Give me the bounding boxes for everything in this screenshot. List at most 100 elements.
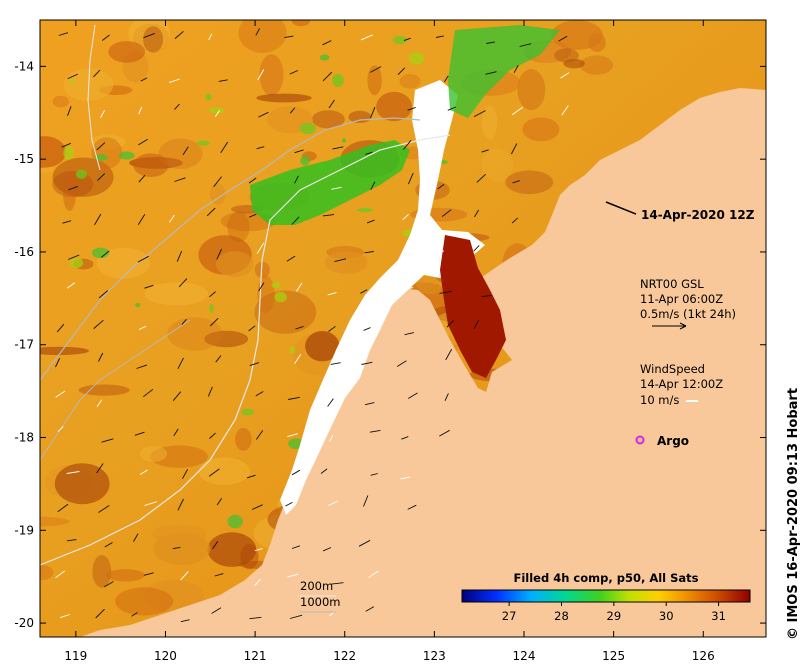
contour-200m [40, 134, 451, 566]
vector-arrow [447, 106, 457, 111]
vector-arrow [511, 107, 523, 116]
sst-patch [481, 105, 498, 140]
cool-plume [250, 140, 410, 225]
sst-patch [259, 54, 284, 96]
sst-patch [92, 555, 112, 588]
colorbar-tick-label: 27 [502, 609, 517, 623]
vector-arrow [363, 495, 369, 507]
sst-patch [311, 110, 345, 129]
vector-arrow [174, 30, 184, 39]
sst-patch [196, 140, 210, 146]
vector-arrow [519, 43, 532, 47]
y-tick-label: -14 [14, 59, 34, 73]
sst-patch [299, 122, 316, 135]
vector-arrow [215, 355, 222, 363]
vector-arrow [396, 360, 407, 367]
vector-arrow [93, 319, 104, 329]
vector-arrow [481, 294, 492, 298]
contour-1000-label: 1000m [300, 595, 340, 609]
wind-time: 14-Apr 12:00Z [640, 377, 723, 391]
vector-arrow [138, 106, 143, 115]
vector-arrow [334, 258, 347, 263]
vector-arrow [173, 428, 179, 437]
sst-patch [92, 247, 110, 259]
sst-patch [133, 153, 169, 177]
vector-arrow [172, 391, 182, 401]
vector-arrow [144, 501, 157, 506]
vector-arrow [96, 142, 106, 151]
sst-patch [274, 291, 287, 303]
sst-patch [392, 36, 407, 45]
vector-arrow [57, 503, 69, 513]
argo-label: Argo [657, 434, 689, 448]
sst-patch [408, 52, 425, 65]
vector-arrow [138, 138, 148, 146]
vector-arrow [403, 139, 412, 150]
vector-arrow [182, 146, 189, 156]
vector-arrow [216, 248, 223, 260]
vector-arrow [67, 73, 78, 80]
vector-arrow [213, 176, 222, 187]
vector-arrow [55, 390, 66, 398]
vector-arrow [96, 399, 103, 408]
vector-arrow [370, 106, 376, 119]
vector-arrow [211, 607, 222, 614]
vector-arrow [97, 173, 106, 181]
current-vectors [55, 28, 570, 623]
x-tick-label: 120 [154, 649, 177, 663]
sst-patch [40, 136, 67, 168]
vector-arrow [248, 177, 257, 184]
vector-arrow [254, 578, 261, 587]
vector-arrow [291, 469, 301, 476]
sst-patch [563, 58, 585, 69]
vector-arrow [61, 142, 71, 148]
sst-patch [257, 275, 275, 314]
colorbar: Filled 4h comp, p50, All Sats 27 28 29 30 31 [461, 571, 751, 623]
vector-arrow [101, 250, 110, 258]
vector-arrow [437, 149, 445, 153]
sst-patch [238, 20, 287, 54]
vector-arrow [512, 180, 520, 184]
vector-arrow [289, 614, 303, 619]
vector-arrow [139, 469, 148, 475]
vector-arrow [98, 290, 108, 299]
sst-patch [399, 74, 421, 89]
vector-arrow [258, 282, 265, 292]
vector-arrow [95, 608, 105, 619]
vector-arrow [220, 141, 229, 153]
sst-patch [332, 73, 344, 87]
vector-arrow [66, 471, 80, 474]
colorbar-title: Filled 4h comp, p50, All Sats [514, 571, 699, 585]
vector-arrow [180, 619, 190, 623]
vector-arrow [332, 146, 344, 150]
sst-patch [139, 445, 168, 462]
current-scale: 0.5m/s (1kt 24h) [640, 307, 736, 321]
vector-arrow [137, 255, 149, 263]
vector-arrow [435, 35, 444, 38]
vector-arrow [289, 70, 298, 75]
y-tick-label: -17 [14, 338, 34, 352]
vector-arrow [66, 539, 77, 542]
sst-patch [78, 384, 130, 396]
vector-arrow [363, 327, 371, 331]
vector-arrow [287, 573, 299, 578]
vector-arrow [209, 291, 216, 298]
vector-arrow [104, 581, 114, 588]
vector-arrow [473, 110, 486, 117]
wind-scale: 10 m/s [640, 393, 679, 407]
sst-patch [305, 331, 340, 362]
vector-arrow [486, 41, 495, 44]
credit-text: © IMOS 16-Apr-2020 09:13 Hobart [786, 388, 801, 640]
vector-arrow [437, 183, 445, 190]
x-tick-label: 126 [692, 649, 715, 663]
sst-patch [63, 146, 74, 160]
vector-arrow [365, 151, 373, 155]
sst-patch [205, 93, 212, 101]
vector-arrow [255, 28, 260, 36]
vector-arrow [358, 539, 371, 547]
vector-arrow [322, 547, 332, 552]
vector-arrow [445, 348, 453, 361]
vector-arrow [322, 71, 333, 82]
